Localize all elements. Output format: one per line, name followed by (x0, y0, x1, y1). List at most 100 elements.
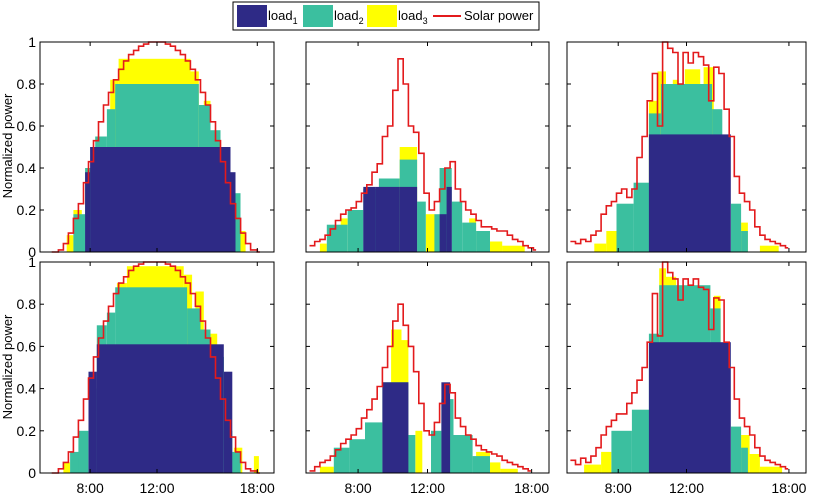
panel-r2-c3-solar-power-line (570, 261, 789, 470)
panel-r2-c3-load3-bar-9 (759, 466, 783, 473)
panel-r2-c3-xtick-label-2: 18:00 (771, 480, 806, 496)
panel-r2-c1-load2-bar-2 (78, 430, 89, 473)
legend-swatch-load3 (367, 5, 397, 27)
panel-r1-c1-load1-bar-2 (90, 147, 231, 252)
panel-r2-c2-load3-bar-7 (500, 468, 518, 473)
legend-swatch-load1 (237, 5, 267, 27)
panel-r2-c2-load3-bar-6 (490, 462, 501, 473)
panel-r2-c3-load3-bar-8 (749, 454, 760, 473)
panel-r1-c2-load1-bar-1 (363, 186, 376, 252)
panel-r1-c1-ytick-label-3: 0.6 (17, 118, 37, 134)
panel-r1-c2-load2-bar-6 (417, 201, 426, 252)
panel-r2-c2-load2-bar-9 (472, 456, 490, 473)
y-axis-label-bottom: Normalized power (0, 314, 15, 419)
panel-r2-c3-load2-bar-1 (611, 430, 632, 473)
panel-r1-c2-load2-bar-7 (434, 214, 440, 252)
panel-r1-c3-load1-bar-1 (648, 134, 731, 252)
panel-r2-c3-xtick-label-1: 12:00 (669, 480, 704, 496)
panel-r1-c2-load3-bar-4 (425, 214, 435, 252)
panel-r1-c1-load1-bar-3 (230, 172, 236, 252)
panel-r1-c1: 0 0.2 0.4 0.6 0.8 1 (17, 34, 275, 260)
panel-r1-c1-load2-bar-1 (73, 214, 86, 252)
panel-r2-c2-xtick-label-1: 12:00 (410, 480, 445, 496)
panel-r2-c1-ytick-label-4: 0.8 (17, 296, 37, 312)
panel-r2-c1-load3-bar-8 (253, 456, 259, 473)
panel-r1-c2-load3-bar-6 (490, 241, 503, 252)
panel-r1-c2-load2-bar-10 (462, 222, 477, 252)
panel-r1-c2-load2-bar-1 (326, 224, 348, 252)
panel-r2-c2-load1-bar-2 (441, 382, 451, 473)
panel-r2-c2-xtick-label-2: 18:00 (514, 480, 549, 496)
panel-r1-c2-load1-bar-3 (399, 186, 418, 252)
panel-r1-c3-load3-bar-10 (759, 245, 779, 252)
panel-r1-c2-load3-bar-7 (502, 245, 525, 252)
panel-r2-c2-load1-bar-1 (382, 382, 409, 473)
panel-r1-c2-load2-bar-9 (451, 201, 463, 252)
panel-r2-c3: 8:00 12:00 18:00 (566, 261, 807, 496)
panel-r2-c1-load1-bar-2 (96, 344, 224, 473)
panel-r1-c1-ytick-label-1: 0.2 (17, 202, 37, 218)
panel-r2-c3-load2-bar-6 (730, 426, 742, 473)
panel-r2-c3-load2-bar-2 (631, 409, 649, 473)
panel-r1-c3-load3-bar-1 (594, 243, 607, 252)
panel-r2-c3-load3-bar-1 (584, 464, 602, 473)
panel-r2-c2-load3-bar-1 (319, 466, 334, 473)
panel-r1-c3-load2-bar-1 (616, 203, 634, 252)
panel-r2-c3-load3-bar-2 (601, 451, 612, 473)
panel-r2-c1-ytick-label-1: 0.2 (17, 423, 37, 439)
panel-r2-c1: 00.20.40.60.818:00 12:00 18:00 (17, 254, 275, 496)
panel-r1-c2-solar-power-line (309, 58, 537, 251)
panel-r2-c2-axes-box (305, 261, 550, 474)
panel-r1-c1-ytick-label-5: 1 (28, 34, 36, 50)
panel-r1-c1-load3-bar-1 (66, 235, 74, 252)
panel-r2-c1-ytick-label-5: 1 (28, 254, 36, 270)
panel-r2-c3-load1-bar-1 (648, 342, 731, 473)
legend-label-load2: load2 (334, 8, 364, 26)
panel-r2-c2-load2-bar-5 (408, 435, 416, 473)
panel-r2-c1-load2-bar-1 (70, 451, 79, 473)
legend-label-solar-power: Solar power (464, 8, 534, 23)
panel-r2-c3-xtick-label-0: 8:00 (605, 480, 632, 496)
panel-r2-c1-xtick-label-1: 12:00 (139, 480, 174, 496)
panel-r2-c2-load3-bar-4 (415, 430, 423, 473)
y-axis-label-top: Normalized power (0, 93, 15, 198)
legend: load1 load2 load3 Solar power (232, 1, 540, 31)
panel-r1-c3-load2-bar-7 (741, 231, 748, 252)
panel-r2-c2-load2-bar-2 (349, 439, 365, 473)
panel-r2-c1-ytick-label-3: 0.6 (17, 338, 37, 354)
legend-label-load3: load3 (398, 8, 428, 26)
panel-r2-c2-xtick-label-0: 8:00 (344, 480, 371, 496)
panel-r2-c1-load3-bar-1 (63, 462, 71, 473)
panel-r2-c2-load2-bar-3 (365, 422, 383, 473)
panel-r2-c1-xtick-label-0: 8:00 (77, 480, 104, 496)
panel-r1-c1-ytick-label-0: 0 (28, 244, 36, 260)
panel-r1-c3-load2-bar-2 (633, 182, 649, 252)
panel-r2-c1-load1-bar-3 (223, 371, 233, 473)
panel-r2-c2: 8:00 12:00 18:00 (305, 261, 550, 496)
panel-r1-c2-load1-bar-5 (446, 186, 452, 252)
panel-r2-c1-load1-bar-1 (88, 371, 97, 473)
panel-r1-c2-load1-bar-2 (375, 186, 400, 252)
panel-r2-c2-load2-bar-8 (453, 435, 473, 473)
panel-r2-c2-solar-power-line (309, 303, 531, 472)
panel-r1-c2-load3-bar-1 (319, 243, 327, 252)
panel-r1-c3-solar-power-line (570, 41, 789, 249)
legend-swatch-load2 (303, 5, 333, 27)
panel-r1-c2 (305, 41, 550, 253)
panel-r2-c2-load2-bar-1 (333, 447, 350, 473)
panel-r2-c3-load2-bar-7 (741, 447, 748, 473)
panel-r2-c1-load2-bar-11 (232, 451, 241, 473)
panel-r1-c2-load1-bar-4 (439, 214, 447, 252)
panel-r1-c3-load3-bar-2 (606, 231, 617, 252)
panel-r1-c2-load2-bar-11 (476, 231, 490, 252)
panel-r1-c3-load2-bar-6 (730, 203, 742, 252)
y-axis-labels: Normalized power Normalized power (0, 93, 15, 419)
panel-r1-c1-load1-bar-1 (85, 172, 91, 252)
panel-r1-c2-load2-bar-2 (347, 210, 364, 252)
panel-r2-c2-load2-bar-6 (431, 430, 442, 473)
legend-label-load1: load1 (268, 8, 298, 26)
panel-r1-c3 (566, 41, 807, 253)
panel-r2-c1-xtick-label-2: 18:00 (240, 480, 275, 496)
